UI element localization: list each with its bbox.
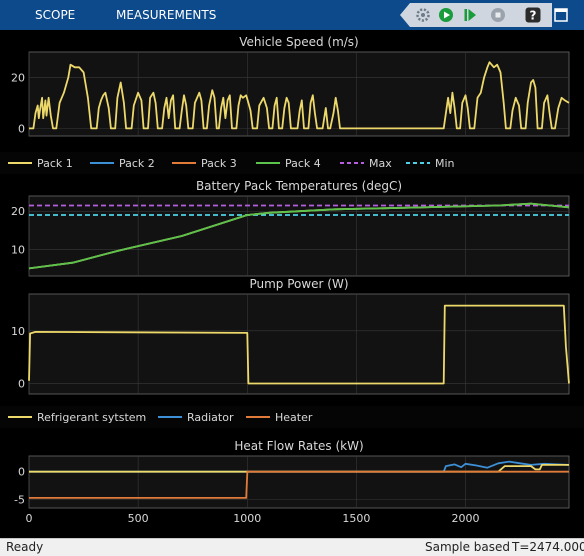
- x-tick-label: 1500: [342, 512, 370, 525]
- y-tick-label: 20: [11, 205, 25, 218]
- y-tick-label: 20: [11, 71, 25, 84]
- series-line: [29, 470, 569, 499]
- x-tick-label: 2000: [452, 512, 480, 525]
- y-tick-label: 10: [11, 243, 25, 256]
- stop-icon[interactable]: [490, 7, 506, 23]
- series-line: [29, 464, 569, 473]
- axes-background: [28, 195, 570, 277]
- x-tick-label: 0: [26, 512, 33, 525]
- legend-label: Min: [435, 157, 455, 170]
- status-bar: Ready Sample based T=2474.0000: [0, 538, 584, 556]
- series-line: [28, 304, 570, 385]
- legend-1: Pack 1 Pack 2 Pack 3 Pack 4 Max Min: [0, 152, 584, 174]
- axes-2: Battery Pack Temperatures (degC) 10 20: [11, 179, 570, 277]
- step-forward-icon[interactable]: [462, 7, 478, 23]
- legend-background: [0, 406, 584, 428]
- status-time: T=2474.0000: [512, 540, 584, 554]
- y-tick-label: 0: [18, 377, 25, 390]
- y-tick-label: 0: [18, 466, 25, 479]
- tab-scope[interactable]: SCOPE: [35, 8, 76, 22]
- series-line: [29, 61, 570, 130]
- legend-label: Pack 3: [201, 157, 237, 170]
- svg-text:?: ?: [530, 9, 537, 23]
- legend-label: Heater: [275, 411, 313, 424]
- toolstrip: SCOPE MEASUREMENTS ?: [0, 0, 584, 30]
- axes-title: Battery Pack Temperatures (degC): [196, 179, 402, 193]
- axes-background: [28, 293, 570, 395]
- legend-label: Radiator: [187, 411, 234, 424]
- axes-3: Pump Power (W) 0 10: [11, 277, 570, 395]
- y-tick-label: 0: [18, 122, 25, 135]
- status-sample-mode: Sample based: [425, 540, 511, 554]
- status-ready: Ready: [6, 540, 44, 554]
- legend-label: Pack 1: [37, 157, 73, 170]
- x-tick-label: 1000: [233, 512, 261, 525]
- undock-icon[interactable]: [553, 7, 569, 23]
- axes-1: Vehicle Speed (m/s) 0 20: [11, 35, 570, 137]
- settings-gear-icon[interactable]: [415, 7, 431, 23]
- legend-label: Refrigerant sytstem: [37, 411, 146, 424]
- y-tick-label: 10: [11, 325, 25, 338]
- series-line: [28, 202, 570, 270]
- axes-title: Pump Power (W): [249, 277, 348, 291]
- axes-background: [28, 455, 570, 509]
- legend-label: Pack 4: [285, 157, 321, 170]
- series-line: [29, 460, 570, 473]
- run-icon[interactable]: [438, 7, 454, 23]
- axes-title: Heat Flow Rates (kW): [234, 439, 363, 453]
- legend-label: Max: [369, 157, 392, 170]
- help-icon[interactable]: ?: [525, 7, 541, 23]
- axes-4: Heat Flow Rates (kW)-500 500 1000 1500 2000: [14, 439, 570, 525]
- x-tick-label: 500: [128, 512, 149, 525]
- legend-2: Refrigerant sytstem Radiator Heater: [0, 406, 584, 428]
- y-tick-label: -5: [14, 494, 25, 507]
- tab-measurements[interactable]: MEASUREMENTS: [116, 8, 217, 22]
- legend-label: Pack 2: [119, 157, 155, 170]
- axes-title: Vehicle Speed (m/s): [239, 35, 359, 49]
- legend-background: [0, 152, 584, 174]
